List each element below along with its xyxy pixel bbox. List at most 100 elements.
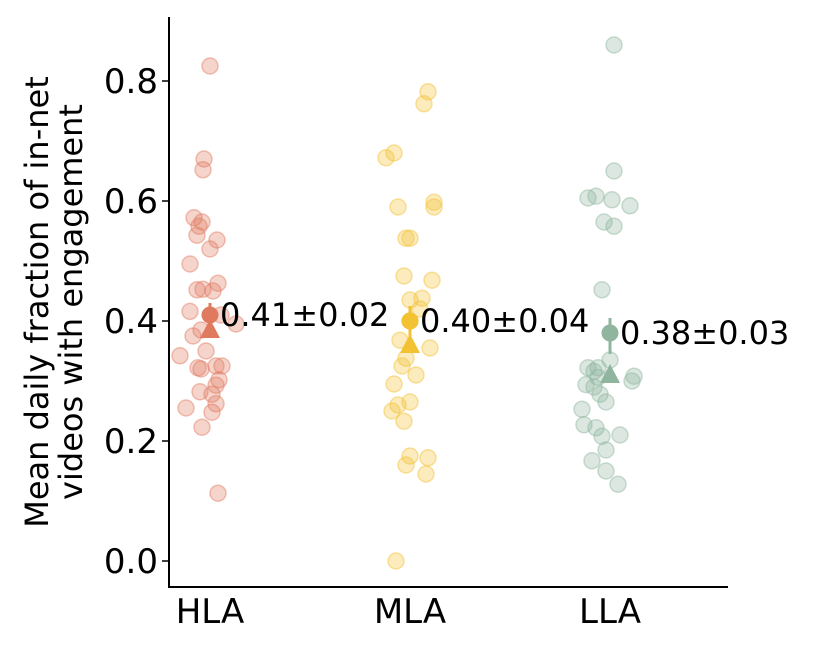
summary-markers (200, 303, 620, 383)
data-point (609, 475, 627, 493)
x-category-label: MLA (374, 592, 446, 632)
x-category-label: HLA (176, 592, 245, 632)
median-marker (200, 319, 220, 338)
y-ticks: 0.0 0.2 0.4 0.6 0.8 (104, 62, 169, 582)
data-point (227, 315, 245, 333)
data-point (188, 226, 206, 244)
data-point (395, 412, 413, 430)
x-category-label: LLA (579, 592, 641, 632)
data-point (595, 213, 613, 231)
data-point (583, 452, 601, 470)
data-point (203, 385, 221, 403)
data-point (207, 357, 225, 375)
data-point (605, 162, 623, 180)
data-point (210, 371, 228, 389)
data-point (201, 240, 219, 258)
data-point (397, 229, 415, 247)
data-point (425, 193, 443, 211)
y-tick-label: 0.4 (104, 302, 158, 342)
data-point (395, 267, 413, 285)
data-point (171, 347, 189, 365)
data-point (417, 465, 435, 483)
data-point (401, 229, 419, 247)
x-category-labels: HLA MLA LLA (176, 592, 641, 632)
data-point (189, 359, 207, 377)
data-point (209, 274, 227, 292)
data-point (575, 416, 593, 434)
data-point (597, 393, 615, 411)
data-point (423, 271, 441, 289)
data-point (593, 281, 611, 299)
data-point (209, 484, 227, 502)
data-point (203, 403, 221, 421)
data-point (389, 198, 407, 216)
data-point (397, 456, 415, 474)
data-point (401, 393, 419, 411)
data-point (191, 383, 209, 401)
data-point (393, 357, 411, 375)
mean-annotations: 0.41±0.02 0.40±0.04 0.38±0.03 (220, 296, 789, 352)
data-point (385, 144, 403, 162)
data-point (593, 427, 611, 445)
data-point (411, 300, 429, 318)
data-point (419, 83, 437, 101)
data-point (192, 360, 210, 378)
data-point (181, 255, 199, 273)
data-point (605, 36, 623, 54)
data-point (621, 197, 639, 215)
data-point (585, 362, 603, 381)
data-point (204, 282, 222, 300)
data-point (389, 396, 407, 414)
median-marker (400, 334, 420, 353)
data-point (585, 378, 603, 396)
data-point (611, 426, 629, 444)
data-point (401, 447, 419, 465)
data-point (188, 281, 206, 299)
data-point (419, 449, 437, 467)
data-point (579, 359, 597, 377)
data-point (625, 367, 643, 385)
data-point (177, 399, 195, 417)
data-point (597, 462, 615, 480)
data-point (603, 191, 621, 209)
data-point (413, 289, 431, 307)
data-point (573, 400, 591, 418)
y-tick-label: 0.0 (104, 542, 158, 582)
data-point (421, 339, 439, 357)
y-axis-label-line-2: videos with engagement (52, 104, 90, 500)
data-point (589, 359, 607, 377)
data-point (377, 149, 395, 167)
mean-marker (601, 324, 619, 342)
data-point (184, 327, 202, 345)
data-point (579, 189, 597, 207)
data-point (207, 395, 225, 413)
data-point (385, 375, 403, 393)
data-point (181, 302, 199, 321)
y-axis-label: Mean daily fraction of in-net videos wit… (18, 76, 90, 528)
data-point (597, 441, 615, 459)
data-point (407, 366, 425, 384)
data-point (387, 552, 405, 570)
mean-annotation: 0.40±0.04 (420, 302, 589, 340)
data-point (623, 372, 641, 390)
y-tick-label: 0.2 (104, 422, 158, 462)
data-point (201, 57, 219, 75)
data-point (197, 342, 215, 360)
data-point (605, 217, 623, 235)
data-point (577, 375, 595, 394)
data-point (587, 419, 605, 437)
data-point (591, 385, 609, 403)
data-points (171, 36, 643, 570)
mean-annotation: 0.41±0.02 (220, 296, 389, 334)
data-point (208, 231, 226, 249)
data-point (587, 187, 605, 205)
data-point (213, 357, 231, 375)
y-tick-label: 0.6 (104, 182, 158, 222)
data-point (195, 150, 213, 168)
data-point (190, 217, 208, 235)
mean-marker (201, 306, 219, 324)
data-point (194, 280, 212, 298)
y-tick-label: 0.8 (104, 62, 158, 102)
data-point (383, 402, 401, 420)
